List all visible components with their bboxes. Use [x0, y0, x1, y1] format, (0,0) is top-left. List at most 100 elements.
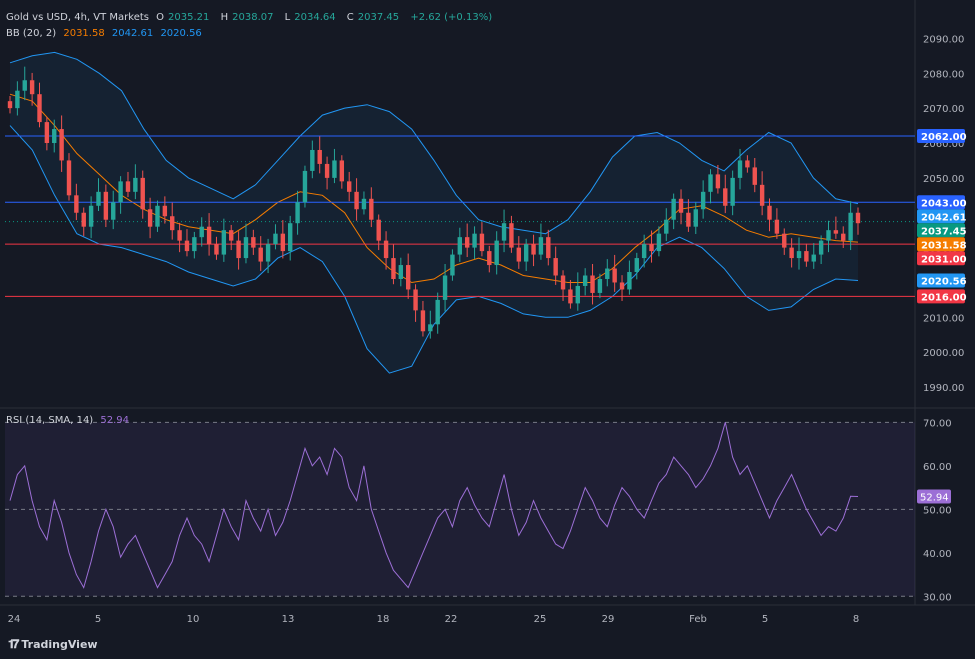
candle-body [192, 237, 197, 252]
bb-legend[interactable]: BB (20, 2) 2031.58 2042.61 2020.56 [6, 28, 206, 39]
candle-body [310, 149, 315, 171]
candle-body [221, 230, 227, 255]
candle-body [826, 230, 831, 241]
candle-body [361, 198, 367, 210]
candle-body [664, 219, 669, 234]
rsi-legend[interactable]: RSI (14, SMA, 14) 52.94 [6, 415, 133, 426]
candle-body [332, 160, 337, 178]
candle-body [59, 129, 64, 161]
symbol-title: Gold vs USD, 4h, VT Markets [6, 12, 149, 23]
candle [405, 253, 411, 299]
price-tag: 2043.00 [917, 195, 967, 210]
candle-body [96, 191, 101, 206]
candle [295, 190, 300, 235]
rsi-band-fill [5, 422, 915, 597]
candle-body [804, 251, 809, 262]
candle-body [199, 226, 204, 238]
candle [531, 234, 536, 267]
candle-body [855, 212, 861, 224]
candle-body [730, 177, 735, 206]
candle-body [479, 233, 485, 252]
candle [641, 234, 647, 268]
tradingview-logo[interactable]: 𝟏𝟕 TradingView [8, 637, 98, 652]
candle [206, 213, 212, 256]
candle-body [405, 265, 411, 290]
time-tick-label: 10 [187, 614, 200, 625]
candle-body [125, 181, 131, 192]
time-axis: 24 5 10 13 18 22 25 29 Feb 5 8 [8, 614, 860, 625]
rsi-tick-label: 40.00 [923, 549, 952, 560]
candle-body [44, 122, 50, 144]
time-tick-label: 13 [282, 614, 295, 625]
bb-name: BB (20, 2) [6, 28, 57, 39]
candle-body [656, 233, 662, 252]
price-tag: 2031.00 [917, 251, 967, 266]
time-tick-label: 18 [377, 614, 390, 625]
candle [745, 155, 750, 173]
candle [450, 249, 455, 281]
candle [723, 174, 728, 214]
candle-body [7, 101, 13, 109]
price-tag-bg [917, 251, 965, 266]
candle-body [605, 268, 610, 279]
candle [553, 246, 558, 285]
candle [538, 223, 544, 260]
candle [413, 284, 418, 322]
brand-name: TradingView [21, 638, 98, 651]
candle [251, 229, 256, 255]
candle [848, 201, 853, 251]
candle-body [782, 233, 787, 248]
candle-body [376, 219, 381, 241]
price-tick-label: 2080.00 [923, 69, 964, 80]
candle-body [133, 177, 138, 192]
candle [501, 209, 507, 253]
candle-body [841, 233, 846, 241]
candle [686, 199, 691, 232]
candle [273, 224, 278, 250]
bollinger-band-fill [10, 52, 858, 374]
symbol-legend[interactable]: Gold vs USD, 4h, VT Markets O 2035.21 H 20… [6, 12, 496, 23]
rsi-value: 52.94 [100, 415, 130, 426]
candle [236, 231, 241, 270]
candle [841, 226, 846, 248]
candle [361, 191, 367, 215]
candle-body [251, 237, 256, 248]
candle [855, 207, 861, 235]
price-tag-label: 2016.00 [921, 292, 967, 303]
tradingview-icon: 𝟏𝟕 [8, 637, 19, 651]
candle-body [170, 216, 175, 231]
candle-body [52, 129, 57, 144]
candle-body [413, 289, 418, 311]
candle-body [354, 191, 359, 210]
candle-body [280, 233, 286, 252]
rsi-tick-label: 60.00 [923, 462, 952, 473]
time-tick-label: 5 [95, 614, 101, 625]
price-tag: 2016.00 [917, 289, 967, 304]
candle-body [435, 299, 440, 325]
change-value: +2.62 (+0.13%) [410, 12, 493, 23]
candle-body [516, 247, 521, 262]
candle [221, 218, 227, 262]
candle [391, 244, 396, 285]
candle-body [553, 258, 558, 276]
candle [199, 217, 204, 247]
candle [317, 136, 322, 174]
candle-body [442, 275, 448, 300]
candle-body [317, 149, 322, 164]
rsi-tag-label: 52.94 [920, 493, 949, 504]
candle [546, 229, 551, 266]
close-label: C [346, 12, 354, 23]
candle-body [737, 160, 743, 178]
candle-body [509, 223, 514, 248]
price-tag: 2062.00 [917, 129, 967, 144]
low-label: L [284, 12, 291, 23]
candle [44, 116, 50, 151]
candle [605, 259, 610, 287]
candle-body [723, 188, 728, 206]
candle-body [391, 258, 396, 279]
candle-body [147, 209, 153, 227]
candle-body [140, 177, 145, 210]
candle-body [464, 237, 470, 248]
candle [265, 238, 271, 274]
